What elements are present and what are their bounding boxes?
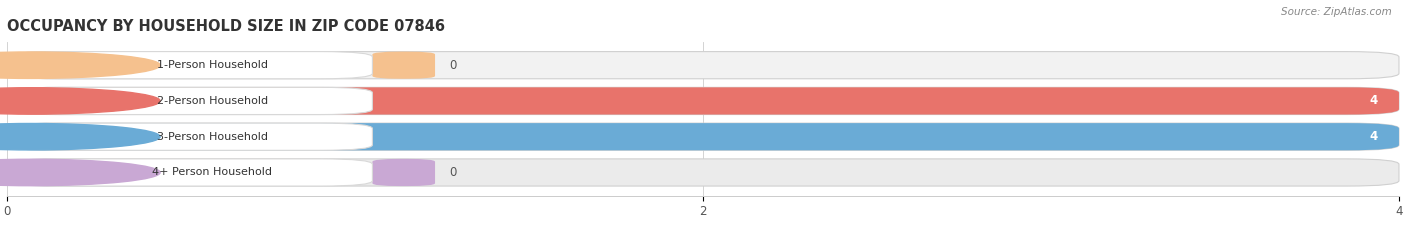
Circle shape <box>0 52 160 79</box>
FancyBboxPatch shape <box>7 159 1399 186</box>
Text: 0: 0 <box>449 166 457 179</box>
FancyBboxPatch shape <box>7 51 373 79</box>
FancyBboxPatch shape <box>7 123 1399 150</box>
Circle shape <box>0 159 160 186</box>
FancyBboxPatch shape <box>7 87 1399 115</box>
FancyBboxPatch shape <box>7 51 1399 79</box>
FancyBboxPatch shape <box>7 159 373 186</box>
Text: 2-Person Household: 2-Person Household <box>157 96 269 106</box>
Text: 0: 0 <box>449 59 457 72</box>
FancyBboxPatch shape <box>373 159 434 186</box>
Text: 4: 4 <box>1369 94 1378 107</box>
Text: 4: 4 <box>1369 130 1378 143</box>
Text: 3-Person Household: 3-Person Household <box>157 132 267 142</box>
Circle shape <box>0 88 160 114</box>
FancyBboxPatch shape <box>373 51 434 79</box>
Text: 4+ Person Household: 4+ Person Household <box>152 168 273 178</box>
Text: 1-Person Household: 1-Person Household <box>157 60 267 70</box>
Text: Source: ZipAtlas.com: Source: ZipAtlas.com <box>1281 7 1392 17</box>
FancyBboxPatch shape <box>7 87 1399 115</box>
Circle shape <box>0 123 160 150</box>
FancyBboxPatch shape <box>7 123 373 150</box>
FancyBboxPatch shape <box>7 123 1399 150</box>
Text: OCCUPANCY BY HOUSEHOLD SIZE IN ZIP CODE 07846: OCCUPANCY BY HOUSEHOLD SIZE IN ZIP CODE … <box>7 19 446 34</box>
FancyBboxPatch shape <box>7 87 373 115</box>
